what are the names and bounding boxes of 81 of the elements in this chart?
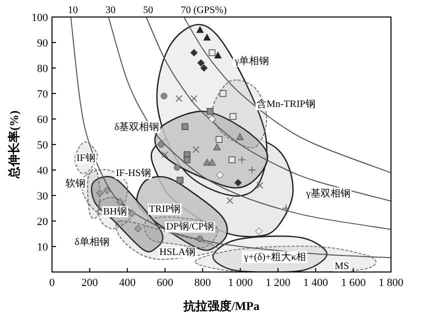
line-series: [183, 17, 391, 174]
point: [216, 171, 224, 179]
annotation: BH钢: [103, 206, 128, 218]
point: [190, 48, 198, 56]
annotation: 含Mn-TRIP钢: [256, 98, 316, 110]
point: [238, 156, 246, 164]
x-tick-label: 1 800: [378, 277, 404, 289]
point: [208, 49, 216, 56]
point: [103, 186, 111, 194]
y-tick-label: 70: [37, 88, 48, 100]
point: [214, 52, 222, 58]
y-tick-label: 80: [37, 63, 48, 75]
series-label: 10: [68, 5, 78, 16]
x-tick-label: 1 600: [340, 277, 366, 289]
point: [197, 59, 205, 67]
point: [256, 182, 264, 189]
point: [134, 224, 142, 232]
annotation: 软钢: [66, 177, 86, 190]
point: [236, 133, 244, 140]
point: [174, 164, 180, 171]
series-label: 30: [106, 5, 116, 16]
y-tick-label: 30: [37, 190, 48, 202]
point: [162, 151, 168, 158]
point: [184, 156, 190, 164]
annotation: IF-HS钢: [116, 168, 151, 180]
y-tick-label: 40: [37, 165, 48, 177]
point: [208, 158, 216, 166]
annotation: δ基双相钢: [114, 121, 160, 134]
point: [230, 113, 236, 120]
x-tick-label: 200: [81, 277, 98, 289]
series-label: 70 (GPS%): [180, 5, 227, 16]
point: [190, 95, 198, 102]
point: [206, 108, 214, 115]
point: [196, 26, 204, 33]
annotation: TRIP钢: [149, 204, 181, 215]
annotation: MS: [334, 261, 350, 272]
point: [160, 92, 168, 100]
annotation: γ单相钢: [234, 54, 270, 67]
point: [200, 64, 208, 72]
annotation: δ单相钢: [74, 236, 110, 248]
y-tick-label: 50: [37, 140, 48, 152]
annotation: γ+(δ)+粗大κ相: [243, 251, 306, 264]
x-tick-label: 1 200: [266, 277, 291, 289]
y-tick-label: 100: [32, 12, 48, 24]
annotation: IF钢: [76, 152, 96, 164]
y-tick-label: 20: [37, 216, 48, 228]
y-tick-label: 90: [37, 38, 48, 50]
point: [226, 197, 234, 204]
point: [196, 236, 204, 242]
y-tick-label: 60: [37, 114, 48, 126]
x-tick-label: 1 000: [228, 277, 254, 289]
point: [220, 90, 226, 97]
y-tick-label: 10: [37, 242, 48, 254]
point: [248, 166, 256, 174]
annotation: γ基双相钢: [305, 187, 350, 200]
y-axis-title: 总伸长率(%): [7, 110, 21, 180]
annotation: HSLA钢: [159, 247, 196, 258]
point: [234, 179, 242, 186]
point: [213, 143, 221, 150]
point: [176, 176, 184, 184]
point: [228, 156, 236, 164]
annotation: DP钢/CP钢: [166, 222, 214, 233]
point: [175, 95, 182, 102]
point: [158, 141, 164, 148]
x-tick-label: 400: [119, 277, 136, 289]
point: [208, 115, 216, 123]
point: [128, 210, 136, 218]
point: [282, 204, 290, 212]
x-axis-title: 抗拉强度/MPa: [182, 299, 260, 313]
point: [182, 123, 188, 130]
x-tick-label: 0: [49, 277, 56, 289]
point: [192, 146, 200, 154]
point: [96, 189, 104, 197]
x-tick-label: 800: [194, 277, 212, 289]
point: [116, 198, 124, 206]
point: [255, 227, 263, 235]
x-tick-label: 1 400: [303, 277, 329, 289]
x-tick-label: 600: [156, 277, 174, 289]
point: [216, 136, 222, 143]
point: [203, 34, 211, 41]
series-label: 50: [143, 5, 154, 16]
